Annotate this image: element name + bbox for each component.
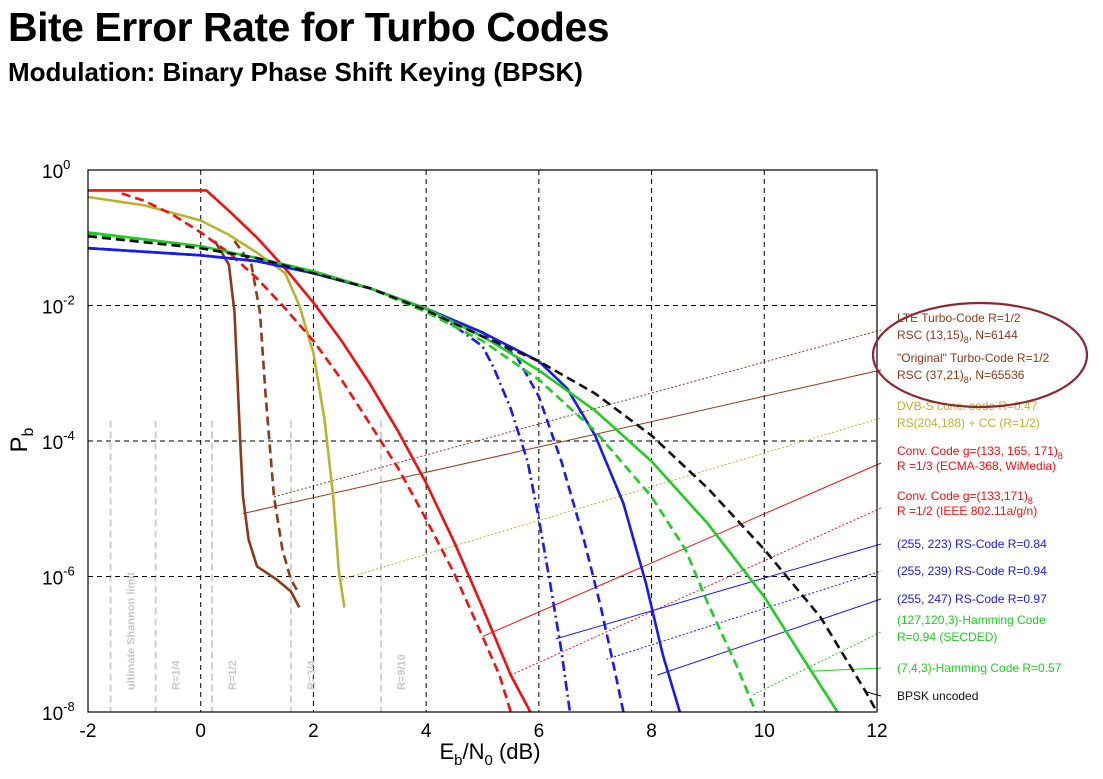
legend-entry-line1: BPSK uncoded bbox=[897, 689, 978, 703]
legend-leader-line bbox=[865, 691, 882, 697]
legend-entry-line1: "Original" Turbo-Code R=1/2 bbox=[897, 351, 1050, 365]
y-tick-label: 10-8 bbox=[42, 699, 75, 725]
x-tick-label: 10 bbox=[754, 721, 775, 742]
y-tick-label: 10-6 bbox=[42, 564, 75, 590]
x-tick-label: 2 bbox=[308, 721, 319, 742]
y-tick-label: 10-2 bbox=[42, 293, 75, 319]
rate-limit-label: ultimate Shannon limit bbox=[126, 572, 138, 690]
legend-entry-line2: R=0.94 (SECDED) bbox=[897, 630, 997, 644]
rate-limit-label: R=9/10 bbox=[396, 654, 408, 690]
legend-entry-line1: (127,120,3)-Hamming Code bbox=[897, 613, 1046, 627]
x-tick-label: -2 bbox=[80, 721, 97, 742]
y-tick-label: 10-4 bbox=[42, 428, 75, 454]
series-line bbox=[87, 246, 682, 713]
legend-entry-line2: R =1/2 (IEEE 802.11a/g/n) bbox=[897, 504, 1037, 518]
legend-entry-line1: (7,4,3)-Hamming Code R=0.57 bbox=[897, 661, 1062, 675]
y-tick-label: 100 bbox=[42, 157, 70, 183]
legend-entry-line1: Conv. Code g=(133,171)8 bbox=[897, 489, 1033, 506]
x-tick-label: 8 bbox=[646, 721, 657, 742]
legend-entry-line1: Conv. Code g=(133, 165, 171)8 bbox=[897, 444, 1063, 461]
series-line bbox=[87, 231, 839, 713]
highlight-ellipse bbox=[871, 301, 1089, 409]
legend-entry-line2: R =1/3 (ECMA-368, WiMedia) bbox=[897, 459, 1056, 473]
page-title: Bite Error Rate for Turbo Codes bbox=[8, 4, 610, 50]
legend-leader-line bbox=[555, 543, 882, 640]
y-axis-label: Pb bbox=[6, 427, 37, 452]
legend-entry-line2: RS(204,188) + CC (R=1/2) bbox=[897, 416, 1040, 430]
plot-border bbox=[87, 169, 878, 713]
series-line bbox=[87, 235, 879, 713]
series-line bbox=[88, 189, 532, 713]
legend-leader-line bbox=[242, 369, 882, 515]
legend-entry-line2: RSC (37,21)8, N=65536 bbox=[897, 368, 1025, 385]
legend-leader-line bbox=[482, 462, 882, 637]
rate-limit-label: R=3/4 bbox=[306, 659, 318, 690]
series-line bbox=[87, 195, 346, 608]
x-tick-label: 6 bbox=[534, 721, 545, 742]
legend-entry-line1: (255, 239) RS-Code R=0.94 bbox=[897, 564, 1047, 578]
rate-limit-label: R=1/4 bbox=[171, 659, 183, 690]
legend-entry-line1: (255, 247) RS-Code R=0.97 bbox=[897, 592, 1047, 606]
legend-leader-line bbox=[341, 417, 882, 581]
legend-leader-line bbox=[273, 329, 882, 498]
rate-limit-label: R=1/2 bbox=[227, 660, 239, 690]
legend-leader-line bbox=[606, 570, 882, 660]
legend-leader-line bbox=[809, 667, 882, 672]
x-tick-label: 0 bbox=[195, 721, 206, 742]
series-line bbox=[213, 240, 301, 609]
x-tick-label: 4 bbox=[421, 721, 432, 742]
x-axis-label: Eb/N0 (dB) bbox=[439, 739, 540, 769]
legend-entry-line2: RSC (13,15)8, N=6144 bbox=[897, 328, 1018, 345]
legend-entry-line1: LTE Turbo-Code R=1/2 bbox=[897, 311, 1021, 325]
series-line bbox=[233, 240, 301, 595]
legend-leader-line bbox=[657, 598, 882, 676]
series-line bbox=[121, 192, 512, 713]
legend-entry-line1: (255, 223) RS-Code R=0.84 bbox=[897, 537, 1047, 551]
page-subtitle: Modulation: Binary Phase Shift Keying (B… bbox=[8, 57, 583, 87]
x-tick-label: 12 bbox=[866, 721, 887, 742]
